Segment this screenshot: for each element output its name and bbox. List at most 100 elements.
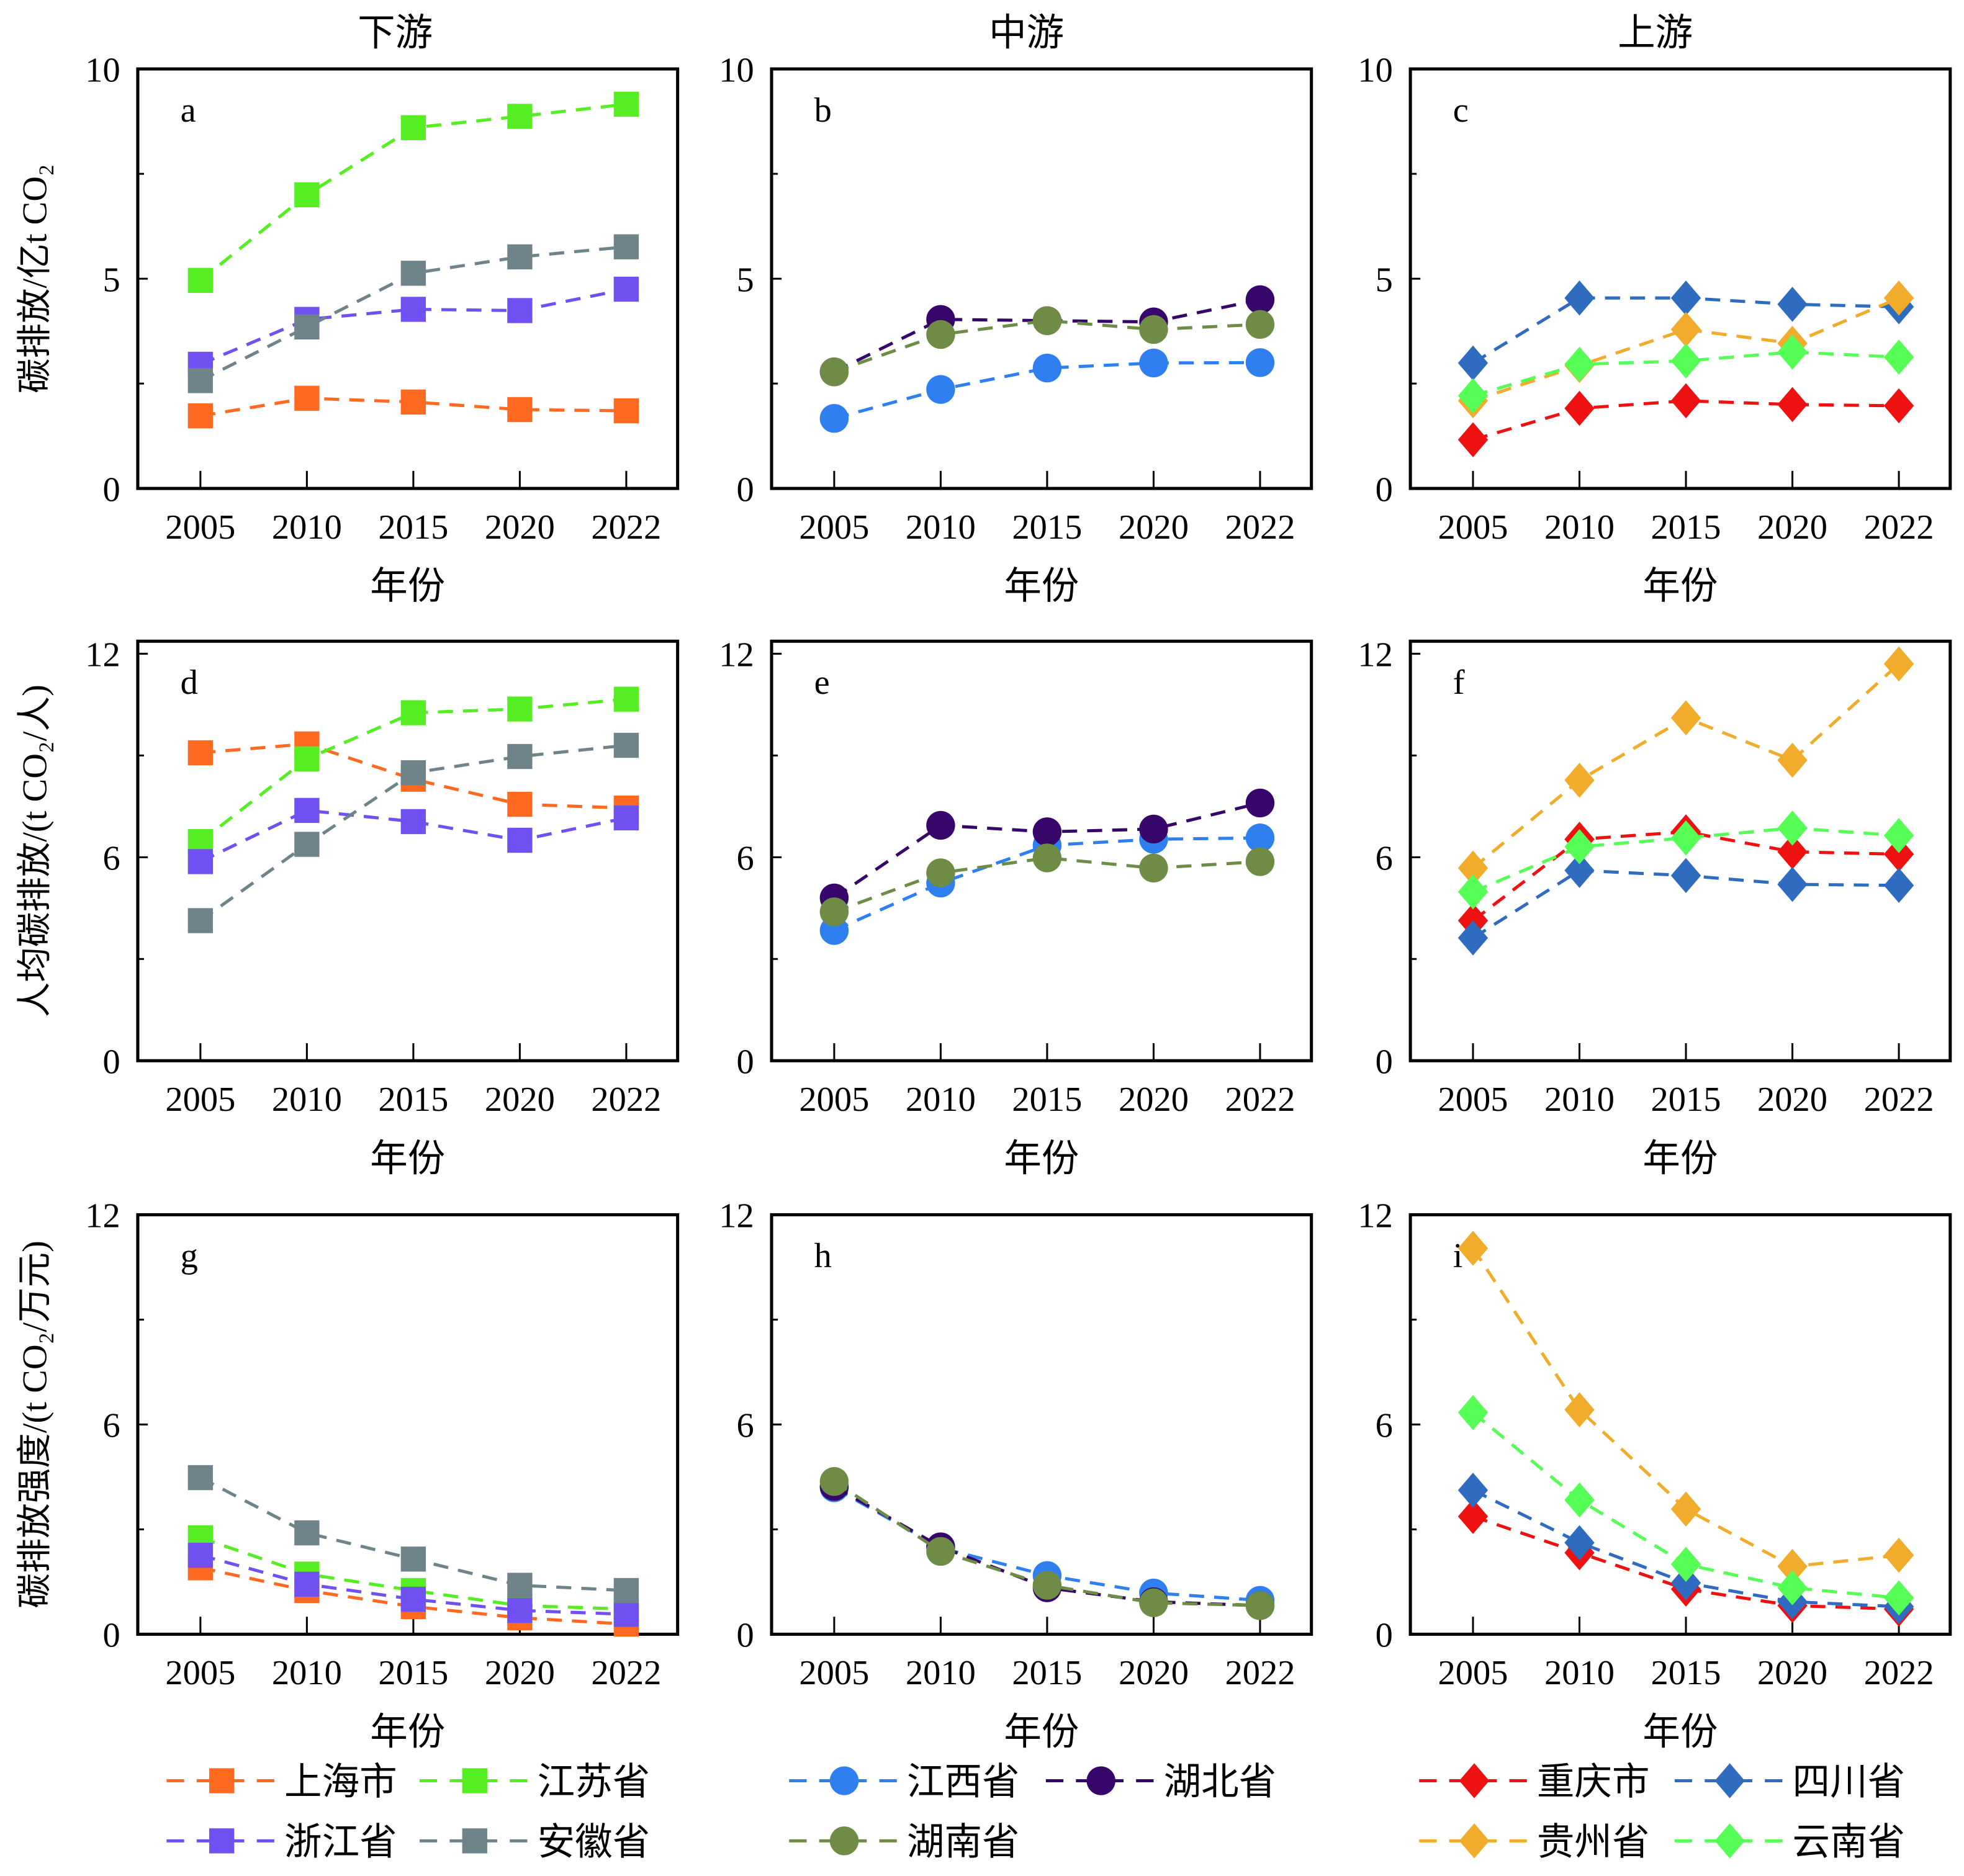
legend-marker (462, 1828, 487, 1854)
series-line (199, 287, 627, 366)
data-point (613, 234, 639, 259)
data-point (926, 858, 955, 887)
data-point (1670, 280, 1701, 316)
y-tick-label: 12 (85, 1197, 120, 1236)
series-line (199, 1476, 627, 1592)
legend-entry: 四川省 (1674, 1762, 1905, 1803)
data-point (1245, 823, 1275, 853)
panel-letter: f (1453, 663, 1465, 702)
x-tick-label: 2020 (1757, 508, 1827, 547)
y-tick-label: 10 (1358, 51, 1393, 89)
legend-label: 江西省 (907, 1762, 1020, 1803)
data-point (819, 1467, 849, 1496)
data-point (187, 368, 214, 393)
data-point (1777, 810, 1808, 846)
legend-marker (829, 1766, 859, 1795)
data-point (819, 403, 849, 433)
x-tick-label: 2010 (272, 1654, 342, 1692)
x-axis-label: 年份 (1004, 1138, 1079, 1180)
data-point (1139, 1588, 1168, 1617)
legend-marker (462, 1768, 487, 1793)
x-axis-label: 年份 (370, 1138, 445, 1180)
legend-label: 重庆市 (1537, 1762, 1650, 1803)
data-point (294, 832, 320, 857)
y-tick-label: 10 (719, 51, 754, 89)
x-tick-label: 2015 (378, 1080, 448, 1119)
series-line (1472, 826, 1899, 894)
x-tick-label: 2010 (1544, 1654, 1615, 1692)
data-point (1245, 788, 1275, 818)
panel-b: 0 5 10 2005 2010 2015 2020 2022 年份 b 中游 (719, 12, 1313, 608)
series-重庆市 (1457, 383, 1914, 457)
panel-h: 0 6 12 2005 2010 2015 2020 2022 年份 h (719, 1197, 1313, 1753)
data-point (1457, 920, 1489, 956)
data-point (187, 740, 214, 766)
series-贵州省 (1457, 1231, 1914, 1584)
panel-g: 0 6 12 2005 2010 2015 2020 2022 年份 g 碳排放强度/(t CO₂/… (16, 1197, 680, 1753)
legend-entry: 浙江省 (166, 1822, 397, 1864)
y-tick-label: 0 (102, 1617, 120, 1655)
y-tick-label: 12 (719, 636, 754, 675)
data-point (1883, 868, 1914, 903)
data-point (1564, 346, 1595, 382)
data-point (400, 297, 426, 322)
x-tick-label: 2020 (485, 1654, 555, 1692)
x-tick-label: 2022 (591, 1654, 661, 1692)
data-point (400, 809, 426, 835)
y-axis-label: 人均碳排放/(t CO₂/人) (16, 684, 55, 1017)
series-贵州省 (1457, 646, 1914, 886)
x-tick-label: 2005 (799, 508, 869, 547)
data-point (1457, 345, 1489, 381)
data-point (1032, 1571, 1062, 1600)
data-point (507, 791, 533, 817)
legend-marker (209, 1768, 235, 1793)
data-point (1457, 874, 1489, 910)
series-line (200, 742, 627, 810)
data-point (613, 398, 639, 424)
data-point (1670, 1546, 1701, 1582)
y-tick-label: 6 (1376, 1407, 1393, 1445)
data-point (1032, 353, 1062, 383)
x-tick-label: 2020 (485, 1080, 555, 1119)
data-point (1457, 1499, 1489, 1534)
data-point (613, 91, 639, 117)
x-axis-label: 年份 (1642, 1712, 1718, 1753)
legend-entry: 湖北省 (1045, 1762, 1276, 1803)
plot-frame (770, 639, 1313, 1062)
data-point (1245, 285, 1275, 315)
panel-letter: g (181, 1237, 198, 1275)
data-point (1457, 1473, 1489, 1508)
data-point (1139, 853, 1168, 883)
series-安徽省 (187, 732, 639, 933)
x-axis-label: 年份 (370, 1712, 445, 1753)
data-point (926, 320, 955, 349)
y-tick-label: 6 (102, 840, 120, 878)
data-point (187, 1542, 214, 1568)
data-point (294, 1571, 320, 1597)
data-point (1457, 1231, 1489, 1266)
data-point (1777, 1548, 1808, 1584)
column-title: 下游 (358, 12, 433, 54)
legend-marker (1714, 1763, 1745, 1798)
data-point (400, 389, 426, 415)
legend-marker (1459, 1823, 1490, 1859)
x-tick-label: 2015 (1012, 1654, 1082, 1692)
panel-letter: e (814, 663, 830, 702)
data-point (1032, 817, 1062, 846)
legend-marker (829, 1826, 859, 1856)
panel-letter: i (1453, 1237, 1463, 1275)
data-point (400, 1546, 426, 1572)
panel-letter: h (814, 1237, 832, 1275)
legend-entry: 上海市 (166, 1762, 397, 1803)
y-tick-label: 5 (1376, 261, 1393, 299)
data-point (1564, 829, 1595, 864)
legend-entry: 云南省 (1674, 1822, 1906, 1864)
x-tick-label: 2020 (1757, 1654, 1827, 1692)
data-point (1670, 858, 1701, 894)
data-point (1883, 1537, 1914, 1573)
x-tick-label: 2022 (1225, 508, 1295, 547)
series-安徽省 (187, 1465, 639, 1604)
legend-label: 云南省 (1793, 1822, 1906, 1864)
data-point (1883, 1580, 1914, 1616)
x-tick-label: 2005 (1438, 1654, 1508, 1692)
